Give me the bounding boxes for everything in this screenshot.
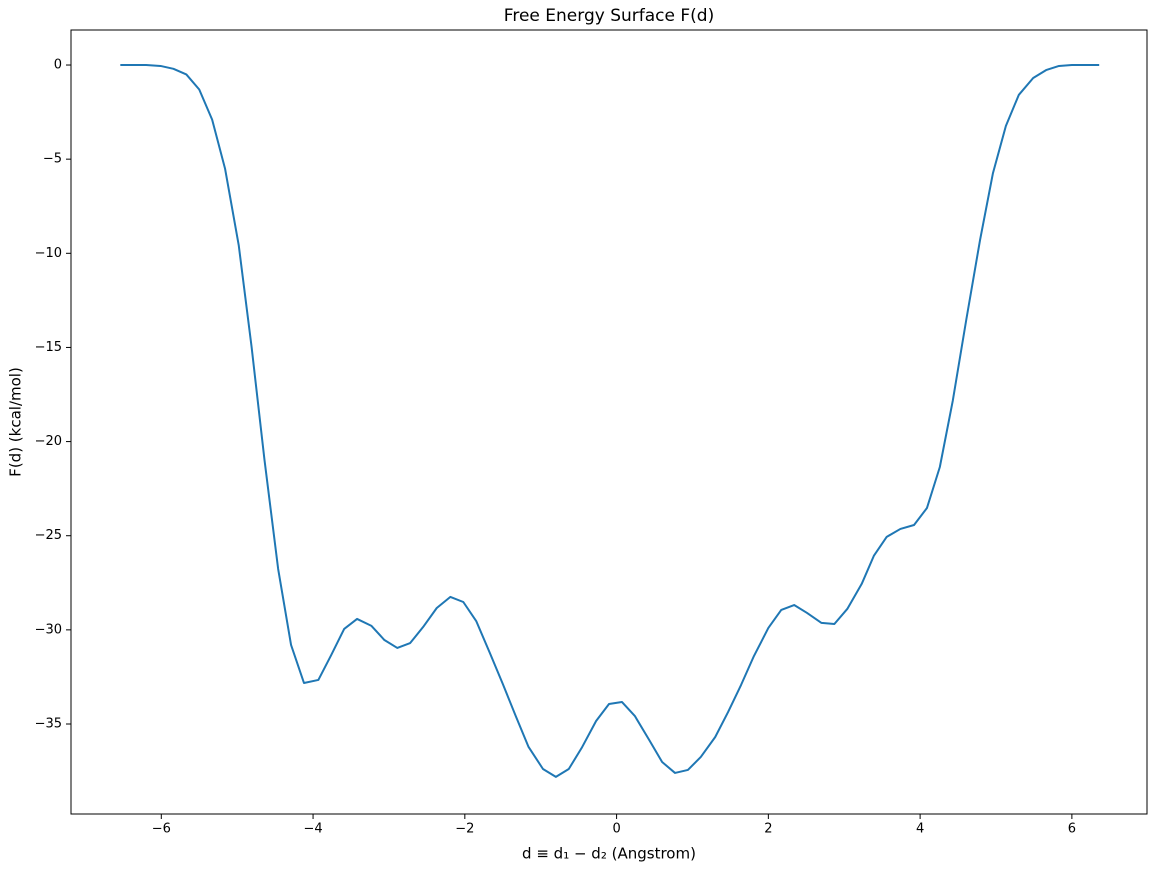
x-tick-label: 4 [916, 822, 924, 837]
y-axis-label: F(d) (kcal/mol) [7, 367, 25, 477]
data-line [120, 64, 1100, 778]
x-tick-label: 0 [612, 822, 620, 837]
y-tick-label: −25 [35, 528, 62, 543]
x-tick-label: −2 [455, 822, 474, 837]
y-tick-label: −35 [35, 717, 62, 732]
x-tick-label: −6 [152, 822, 171, 837]
y-tick-label: −30 [35, 622, 62, 637]
chart-title: Free Energy Surface F(d) [504, 6, 714, 26]
y-tick-label: −15 [35, 340, 62, 355]
y-tick-label: 0 [54, 58, 62, 73]
y-tick-label: −20 [35, 434, 62, 449]
x-tick-label: −4 [303, 822, 322, 837]
x-tick-label: 6 [1068, 822, 1076, 837]
x-axis-label: d ≡ d₁ − d₂ (Angstrom) [522, 845, 696, 863]
plot-frame [70, 29, 1148, 815]
y-tick-label: −10 [35, 246, 62, 261]
y-tick-label: −5 [43, 152, 62, 167]
x-tick-label: 2 [764, 822, 772, 837]
